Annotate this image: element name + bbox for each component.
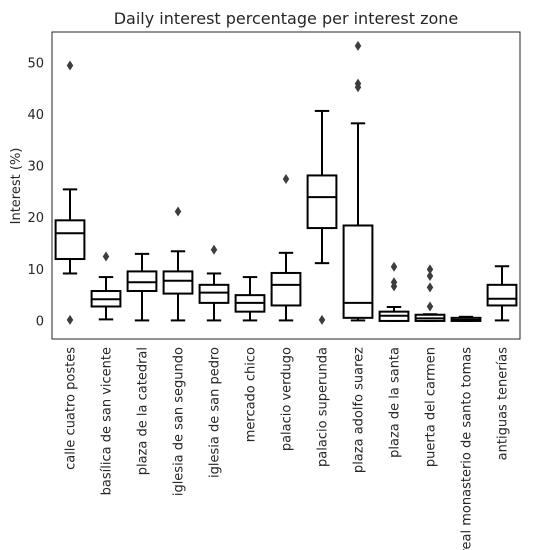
outlier-marker (426, 264, 434, 275)
y-tick-label: 30 (27, 160, 44, 175)
x-tick-label: plaza de la catedral (136, 347, 151, 475)
box-group (198, 244, 230, 322)
box-iqr (162, 270, 194, 295)
y-tick-label: 0 (36, 314, 44, 329)
box-iqr (306, 174, 338, 230)
plot-frame (51, 31, 521, 340)
x-tick-label: calle cuatro postes (64, 347, 79, 470)
box-group (126, 252, 158, 322)
x-tick-label: palacio verdugo (280, 347, 295, 451)
box-group (270, 174, 302, 322)
box-group (378, 261, 410, 322)
x-tick-label: mercado chico (244, 347, 259, 442)
box-iqr (198, 283, 230, 304)
x-tick-label: basílica de san vicente (100, 347, 115, 495)
box-group (306, 109, 338, 325)
x-tick-label: plaza adolfo suarez (352, 347, 367, 473)
box-group (234, 276, 266, 322)
outlier-marker (66, 314, 74, 325)
box-group (342, 40, 374, 322)
x-tick-label: real monasterio de santo tomas (460, 347, 475, 550)
box-group (414, 264, 446, 322)
outlier-marker (354, 40, 362, 51)
chart-title: Daily interest percentage per interest z… (114, 9, 459, 28)
outlier-marker (426, 282, 434, 293)
box-group (162, 206, 194, 322)
y-tick-label: 20 (27, 211, 44, 226)
outlier-marker (426, 301, 434, 312)
x-tick-label: antiguas tenerías (496, 347, 511, 461)
y-tick-label: 50 (27, 56, 44, 71)
outlier-marker (426, 271, 434, 282)
y-tick-label: 10 (27, 263, 44, 278)
y-axis: 0 10 20 30 40 50 (27, 56, 44, 329)
box-group (450, 315, 482, 322)
box-group (54, 60, 86, 325)
boxes-layer (54, 40, 518, 325)
x-tick-label: palacio superunda (316, 347, 331, 467)
box-group (90, 251, 122, 321)
outlier-marker (66, 60, 74, 71)
outlier-marker (390, 281, 398, 292)
box-iqr (486, 283, 518, 307)
x-axis: calle cuatro postes basílica de san vicen… (64, 347, 511, 550)
y-axis-label: Interest (%) (9, 148, 24, 225)
x-tick-label: plaza de la santa (388, 347, 403, 458)
box-iqr (270, 271, 302, 307)
x-tick-label: iglesia de san pedro (208, 347, 223, 478)
box-iqr (54, 219, 86, 261)
outlier-marker (210, 244, 218, 255)
outlier-marker (354, 82, 362, 93)
box-group (486, 265, 518, 322)
box-iqr (126, 270, 158, 293)
x-tick-label: puerta del carmen (424, 347, 439, 467)
y-tick-label: 40 (27, 108, 44, 123)
box-iqr (342, 224, 374, 319)
outlier-marker (390, 261, 398, 272)
outlier-marker (102, 251, 110, 262)
outlier-marker (282, 174, 290, 185)
outlier-marker (318, 314, 326, 325)
x-tick-label: iglesia de san segundo (172, 347, 187, 496)
outlier-marker (174, 206, 182, 217)
